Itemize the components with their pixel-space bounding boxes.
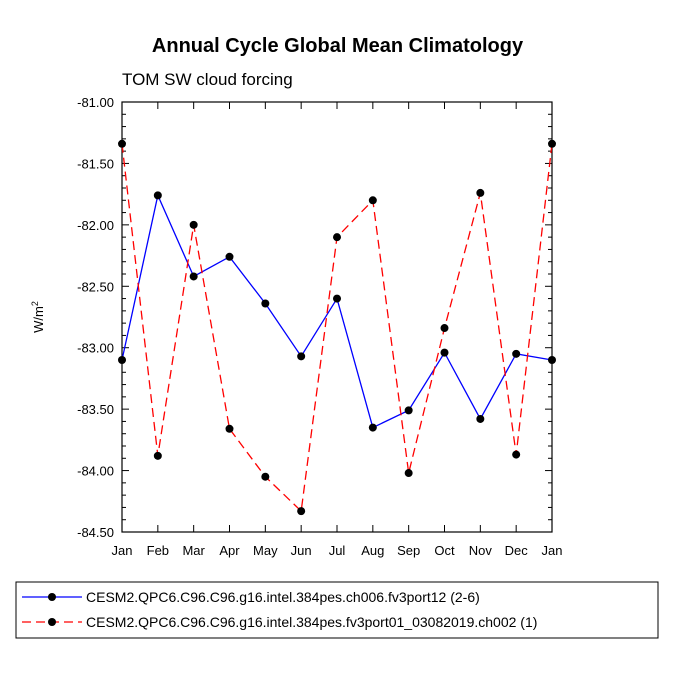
y-tick-label: -83.00 (77, 341, 114, 356)
legend-marker (48, 593, 56, 601)
legend-label: CESM2.QPC6.C96.C96.g16.intel.384pes.ch00… (86, 589, 480, 605)
data-point (548, 356, 556, 364)
y-tick-labels: -81.00 -81.50 -82.00 -82.50 -83.00 -83.50 -84.… (77, 95, 114, 540)
y-axis-label: W/m2 (30, 301, 46, 333)
data-point (153, 451, 162, 460)
x-tick-label: Dec (505, 543, 529, 558)
plot-frame (121, 101, 553, 533)
data-point (189, 220, 198, 229)
chart-subtitle: TOM SW cloud forcing (122, 70, 293, 89)
y-tick-label: -84.50 (77, 525, 114, 540)
data-point (512, 349, 521, 358)
x-tick-label: Feb (147, 543, 169, 558)
data-point (368, 196, 377, 205)
data-point (189, 272, 198, 281)
y-axis-label-text: W/m (31, 306, 46, 333)
series-line (121, 143, 553, 513)
data-point (333, 233, 341, 242)
x-tick-label: Sep (397, 543, 420, 558)
x-tick-label: Jun (291, 543, 312, 558)
legend-marker (48, 618, 56, 626)
data-point (118, 356, 126, 364)
data-point (261, 299, 270, 308)
chart-title: Annual Cycle Global Mean Climatology (152, 35, 524, 57)
data-point (512, 450, 521, 459)
y-tick-label: -82.00 (77, 218, 114, 233)
data-point (548, 139, 556, 148)
legend-frame (15, 581, 659, 639)
x-tick-label: Jul (329, 543, 346, 558)
x-tick-label: Jan (112, 543, 133, 558)
data-point (225, 252, 234, 261)
legend: CESM2.QPC6.C96.C96.g16.intel.384pes.ch00… (15, 581, 659, 639)
x-tick-label: Jan (542, 543, 563, 558)
y-tick-label: -84.00 (77, 464, 114, 479)
x-tick-label: Oct (434, 543, 455, 558)
x-tick-label: Mar (182, 543, 205, 558)
data-point (404, 469, 413, 478)
data-point (404, 406, 413, 415)
x-tick-label: Aug (361, 543, 384, 558)
series-layer (118, 139, 556, 516)
data-point (440, 348, 449, 357)
data-point (261, 472, 270, 481)
y-tick-label: -81.00 (77, 95, 114, 110)
data-point (297, 352, 306, 361)
y-tick-label: -83.50 (77, 402, 114, 417)
data-point (476, 414, 485, 423)
series-2 (118, 139, 556, 516)
x-tick-labels: Jan Feb Mar Apr May Jun Jul Aug Sep Oct Nov Dec Jan (112, 543, 563, 558)
x-tick-label: Nov (469, 543, 493, 558)
data-point (368, 423, 377, 432)
y-tick-label: -81.50 (77, 156, 114, 171)
data-point (440, 324, 449, 333)
x-tick-label: Apr (219, 543, 240, 558)
data-point (297, 507, 306, 516)
y-tick-label: -82.50 (77, 279, 114, 294)
legend-entry-2: CESM2.QPC6.C96.C96.g16.intel.384pes.fv3p… (22, 614, 537, 630)
y-axis-label-superscript: 2 (30, 301, 40, 306)
data-point (225, 424, 234, 433)
data-point (476, 188, 485, 197)
tick-marks (121, 101, 553, 533)
data-point (153, 191, 162, 200)
data-point (333, 294, 341, 303)
legend-entry-1: CESM2.QPC6.C96.C96.g16.intel.384pes.ch00… (22, 589, 480, 605)
x-tick-label: May (253, 543, 278, 558)
legend-label: CESM2.QPC6.C96.C96.g16.intel.384pes.fv3p… (86, 614, 537, 630)
data-point (118, 139, 126, 148)
series-line (121, 193, 553, 429)
series-1 (118, 191, 556, 432)
